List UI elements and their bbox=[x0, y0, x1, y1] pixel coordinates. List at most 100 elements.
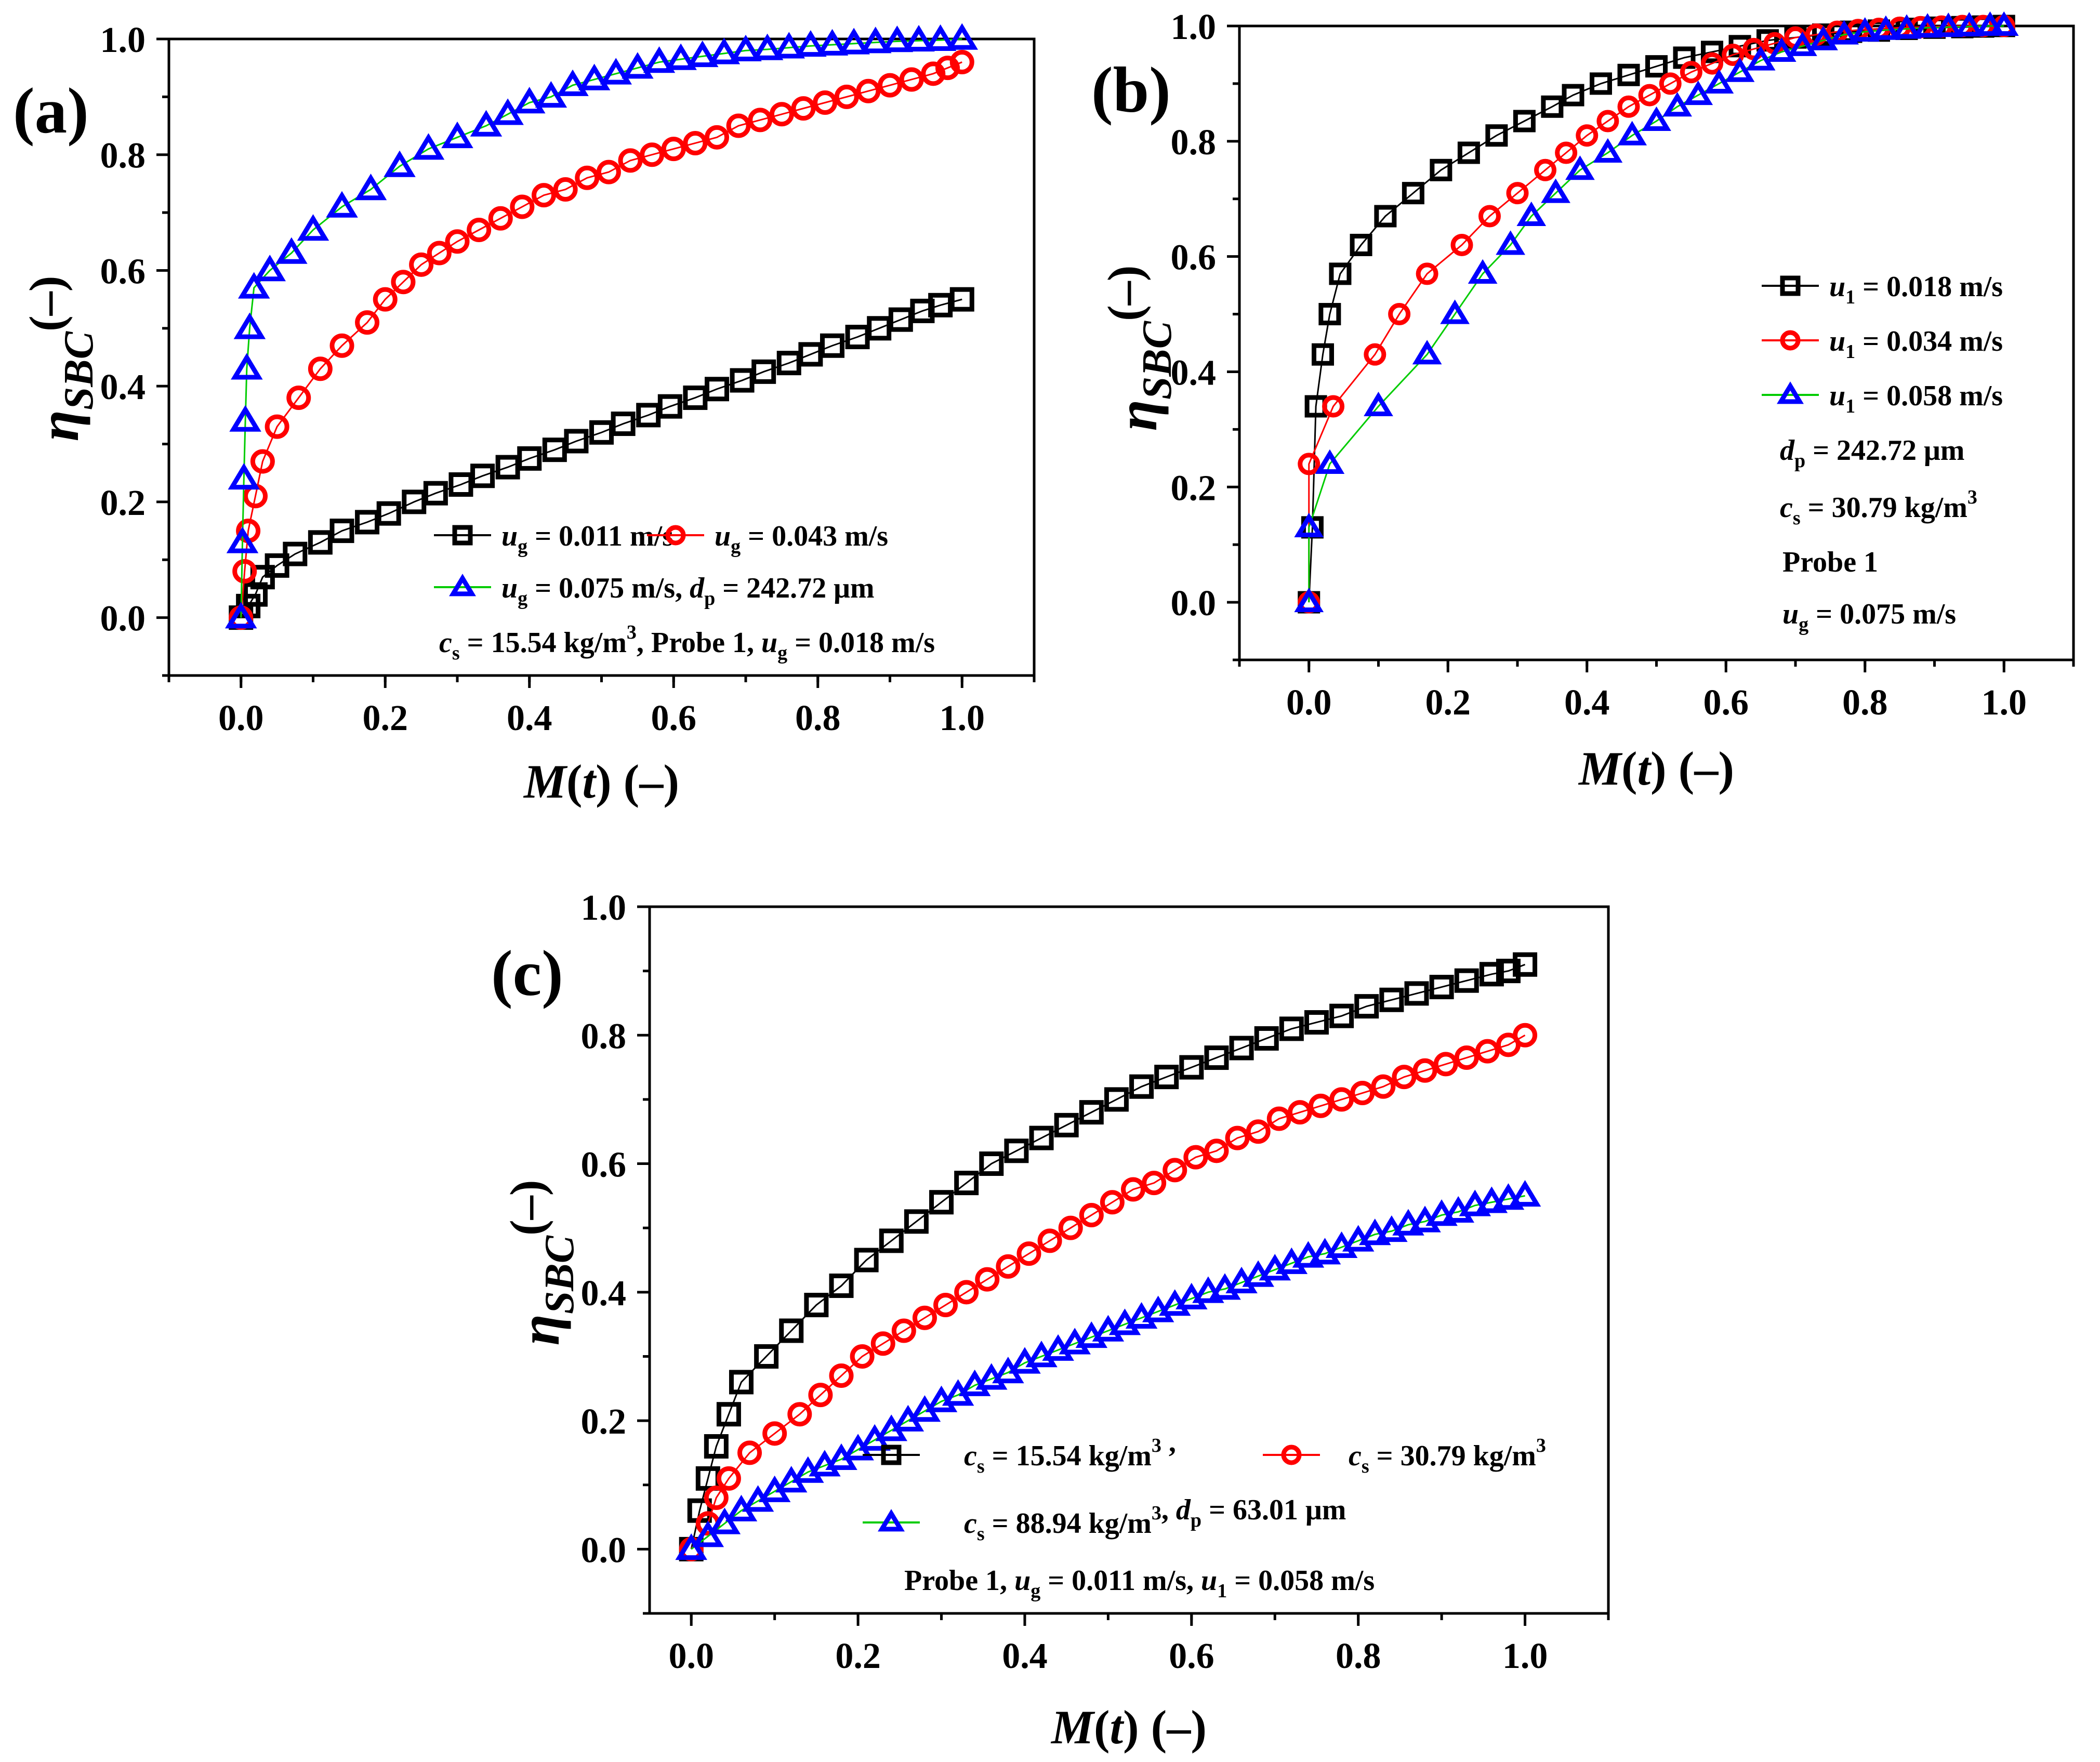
data-point bbox=[535, 81, 567, 108]
data-point bbox=[1457, 141, 1480, 164]
data-point bbox=[1371, 1074, 1396, 1099]
legend-entry: cs = 88.94 kg/m3, dp = 63.01 μm bbox=[964, 1494, 1346, 1545]
data-point bbox=[686, 41, 719, 68]
data-point bbox=[1788, 31, 1817, 56]
data-point bbox=[492, 98, 524, 125]
data-point bbox=[1617, 63, 1640, 86]
data-point bbox=[1766, 37, 1797, 62]
data-point bbox=[856, 78, 881, 103]
data-point bbox=[1279, 1016, 1304, 1041]
legend: u1 = 0.018 m/s u1 = 0.034 m/s u1 = 0.058 m… bbox=[1762, 271, 2003, 635]
series-line bbox=[690, 963, 1526, 1549]
data-point bbox=[779, 1318, 804, 1343]
x-axis-title: M(t) (–) bbox=[1578, 742, 1734, 795]
legend-note: Probe 1, ug = 0.011 m/s, u1 = 0.058 m/s bbox=[904, 1565, 1375, 1602]
data-point bbox=[899, 67, 924, 92]
y-tick-label: 0.6 bbox=[581, 1145, 627, 1185]
data-point bbox=[1225, 1125, 1250, 1150]
data-point bbox=[1555, 141, 1578, 164]
data-point bbox=[1541, 178, 1570, 203]
data-point bbox=[816, 29, 849, 56]
data-point bbox=[675, 1533, 707, 1560]
y-axis-title: ηSBC(–) bbox=[500, 1180, 583, 1346]
data-point bbox=[1475, 1186, 1508, 1213]
y-tick-label: 0.8 bbox=[100, 136, 146, 176]
data-point bbox=[804, 1293, 829, 1318]
data-point bbox=[1933, 12, 1963, 37]
data-point bbox=[1459, 1189, 1491, 1216]
y-tick-label: 0.0 bbox=[581, 1530, 627, 1570]
data-point bbox=[596, 160, 621, 184]
x-tick-label: 0.0 bbox=[1286, 683, 1332, 723]
data-point bbox=[1204, 1045, 1229, 1070]
data-point bbox=[1975, 11, 2005, 36]
data-point bbox=[1638, 84, 1661, 107]
y-tick-label: 0.4 bbox=[1171, 353, 1217, 393]
legend-marker bbox=[1780, 275, 1801, 296]
data-point bbox=[762, 1421, 787, 1446]
data-point bbox=[517, 446, 542, 471]
data-point bbox=[1534, 158, 1556, 181]
data-point bbox=[1506, 182, 1529, 205]
y-tick-label: 0.8 bbox=[1171, 123, 1217, 163]
data-point bbox=[233, 312, 266, 339]
data-point bbox=[1871, 15, 1901, 40]
data-point bbox=[924, 24, 957, 51]
x-tick-label: 0.0 bbox=[218, 698, 264, 738]
data-point bbox=[232, 559, 257, 584]
y-tick-label: 1.0 bbox=[1171, 7, 1217, 47]
data-point bbox=[1475, 1039, 1500, 1064]
series-triangle bbox=[675, 1180, 1541, 1560]
data-point bbox=[705, 377, 729, 402]
data-point bbox=[1079, 1202, 1104, 1227]
legend-entry: ug = 0.011 m/s bbox=[501, 520, 673, 558]
data-point bbox=[1246, 1119, 1271, 1144]
data-point bbox=[1989, 11, 2019, 36]
data-point bbox=[878, 73, 902, 98]
x-tick-label: 0.6 bbox=[1169, 1636, 1214, 1676]
legend-entry: ug = 0.043 m/s bbox=[715, 520, 888, 558]
data-point bbox=[1402, 182, 1424, 205]
data-point bbox=[1129, 1074, 1154, 1099]
data-point bbox=[1430, 158, 1452, 181]
data-point bbox=[441, 121, 473, 149]
data-point bbox=[297, 214, 329, 241]
data-point bbox=[795, 30, 827, 57]
data-point bbox=[532, 183, 556, 208]
data-point bbox=[467, 218, 492, 242]
y-tick-label: 0.2 bbox=[581, 1402, 627, 1442]
data-point bbox=[237, 272, 270, 299]
legend-marker bbox=[665, 525, 686, 546]
data-point bbox=[1478, 205, 1501, 228]
series-circle bbox=[229, 50, 974, 630]
data-point bbox=[1229, 1036, 1254, 1061]
data-point bbox=[226, 526, 259, 553]
data-point bbox=[935, 56, 960, 81]
data-point bbox=[1329, 1003, 1354, 1028]
data-point bbox=[578, 63, 611, 90]
data-point bbox=[979, 1151, 1004, 1176]
data-point bbox=[1058, 1215, 1083, 1240]
legend: ug = 0.011 m/s ug = 0.043 m/s ug = 0.075 m… bbox=[434, 520, 935, 664]
y-tick-label: 0.0 bbox=[1171, 584, 1217, 624]
data-point bbox=[1468, 259, 1498, 284]
data-point bbox=[1121, 1177, 1146, 1202]
data-point bbox=[384, 150, 416, 177]
data-point bbox=[808, 1383, 833, 1408]
panel-c-chart: 0.0 0.2 0.4 0.6 0.8 1.0 0.0 0.2 0.4 0.6 0.8 1.0 (c) M… bbox=[491, 888, 1610, 1754]
data-point bbox=[1392, 1065, 1417, 1090]
data-point bbox=[1683, 80, 1713, 105]
data-point bbox=[1892, 14, 1922, 39]
x-tick-label: 1.0 bbox=[940, 698, 985, 738]
data-point bbox=[611, 412, 636, 436]
data-point bbox=[1374, 205, 1397, 228]
x-tick-label: 0.2 bbox=[835, 1636, 881, 1676]
data-point bbox=[1163, 1158, 1187, 1183]
series-line bbox=[1308, 25, 2004, 603]
series-square bbox=[229, 287, 974, 630]
x-tick-label: 1.0 bbox=[1502, 1636, 1548, 1676]
data-point bbox=[1364, 343, 1386, 366]
y-tick-label: 0.2 bbox=[1171, 468, 1217, 508]
data-point bbox=[854, 1248, 879, 1273]
data-point bbox=[1541, 95, 1564, 118]
